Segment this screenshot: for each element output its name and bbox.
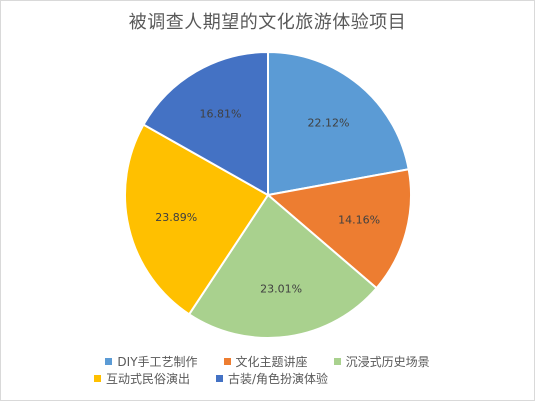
legend-row-1: DIY手工艺制作 文化主题讲座 沉浸式历史场景 [1,353,534,370]
legend-swatch [216,375,224,382]
legend-swatch [223,358,231,365]
legend: DIY手工艺制作 文化主题讲座 沉浸式历史场景 互动式民俗演出 古装/角色扮演体… [1,353,534,387]
legend-item: 古装/角色扮演体验 [216,370,328,387]
legend-swatch [94,375,101,382]
pie-data-label: 16.81% [199,107,241,120]
legend-label: 互动式民俗演出 [106,372,191,386]
pie-data-label: 23.89% [155,211,197,224]
legend-label: DIY手工艺制作 [117,355,198,369]
legend-item: 互动式民俗演出 [94,370,190,387]
pie-chart: 22.12% 14.16% 23.01% 23.89% 16.81% [124,50,412,339]
legend-label: 文化主题讲座 [235,355,308,369]
chart-title: 被调查人期望的文化旅游体验项目 [128,12,407,33]
legend-item: DIY手工艺制作 [105,353,198,370]
pie-data-label: 22.12% [307,117,349,130]
pie-slice [267,50,410,197]
pie-data-label: 23.01% [260,282,302,295]
pie-slice [265,168,412,290]
legend-swatch [333,358,341,365]
legend-item: 文化主题讲座 [223,353,308,370]
pie-slice [187,193,378,339]
pie-data-label: 14.16% [338,214,380,227]
pie-slice [142,50,269,197]
legend-item: 沉浸式历史场景 [333,353,430,370]
legend-label: 古装/角色扮演体验 [228,372,329,386]
legend-row-2: 互动式民俗演出 古装/角色扮演体验 [1,370,534,387]
legend-swatch [105,358,113,365]
pie-slice [124,123,270,316]
legend-label: 沉浸式历史场景 [345,355,430,369]
